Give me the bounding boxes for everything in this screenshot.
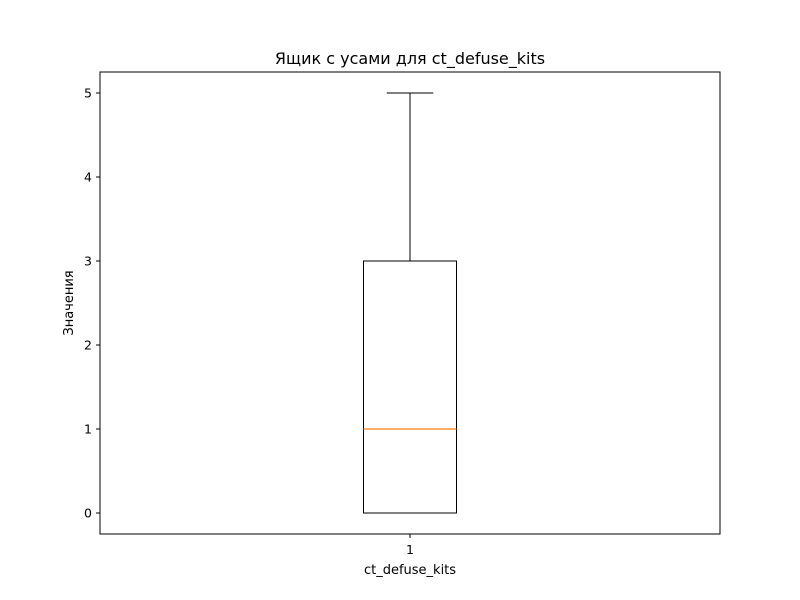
y-tick-label: 2	[84, 338, 92, 353]
x-axis: 1	[406, 534, 414, 557]
y-tick-label: 5	[84, 86, 92, 101]
x-axis-label: ct_defuse_kits	[364, 563, 456, 578]
y-axis: 0 1 2 3 4 5	[84, 86, 100, 521]
y-axis-label: Значения	[62, 270, 77, 335]
y-tick-label: 3	[84, 254, 92, 269]
y-tick-label: 4	[84, 170, 92, 185]
chart-title: Ящик с усами для ct_defuse_kits	[275, 49, 545, 69]
box-series	[363, 92, 457, 514]
y-tick-label: 0	[84, 506, 92, 521]
x-tick-label: 1	[406, 542, 414, 557]
box-iqr	[363, 260, 457, 514]
y-tick-label: 1	[84, 422, 92, 437]
